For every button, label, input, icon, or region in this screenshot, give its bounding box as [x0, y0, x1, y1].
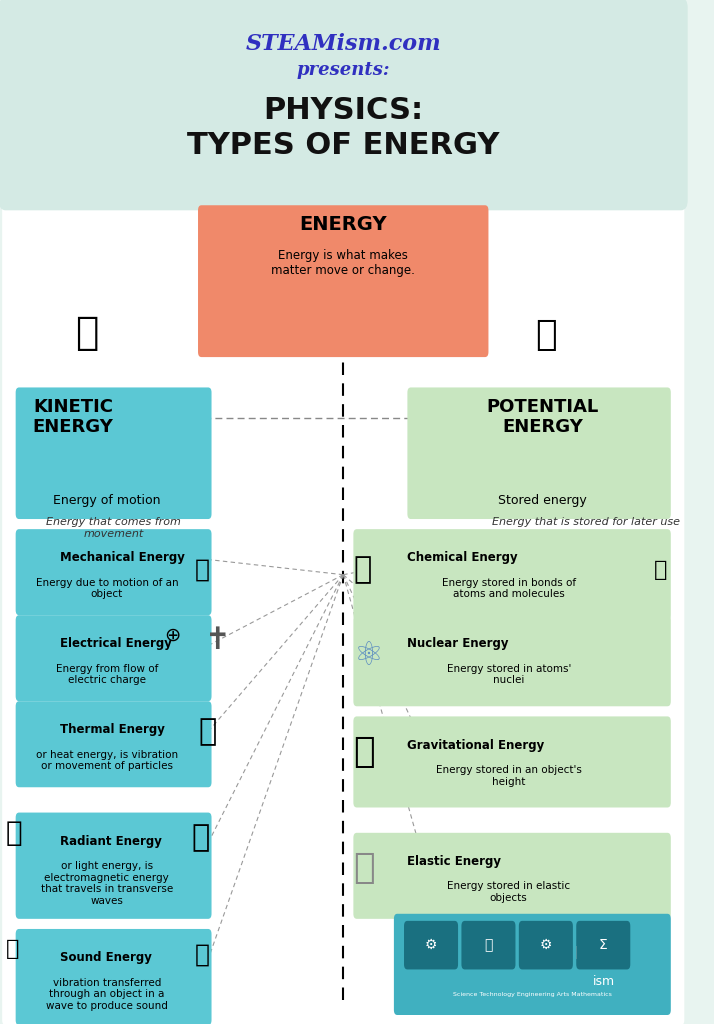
Text: 🏃: 🏃 [75, 314, 99, 352]
Text: presents:: presents: [296, 60, 390, 79]
Ellipse shape [238, 104, 286, 155]
Text: Elastic Energy: Elastic Energy [408, 855, 501, 868]
FancyBboxPatch shape [353, 615, 671, 707]
Text: 🌀: 🌀 [353, 851, 375, 885]
Text: ⊕: ⊕ [164, 626, 181, 645]
Text: Gravitational Energy: Gravitational Energy [408, 738, 545, 752]
FancyBboxPatch shape [16, 387, 211, 519]
Text: Radiant Energy: Radiant Energy [59, 835, 161, 848]
Text: 🐒: 🐒 [353, 735, 375, 769]
FancyBboxPatch shape [461, 921, 516, 970]
Text: Energy that is stored for later use: Energy that is stored for later use [492, 517, 680, 527]
FancyBboxPatch shape [16, 615, 211, 701]
Text: Σ: Σ [599, 938, 608, 952]
Text: 🎵: 🎵 [6, 939, 19, 959]
FancyBboxPatch shape [394, 913, 671, 1015]
Text: 🔥: 🔥 [198, 717, 216, 746]
FancyBboxPatch shape [353, 717, 671, 808]
Text: 🔊: 🔊 [195, 942, 210, 967]
FancyBboxPatch shape [16, 813, 211, 919]
Text: vibration transferred
through an object in a
wave to produce sound: vibration transferred through an object … [46, 978, 168, 1011]
Text: Sound Energy: Sound Energy [59, 951, 151, 965]
Text: TYPES OF ENERGY: TYPES OF ENERGY [187, 131, 499, 161]
Text: or heat energy, is vibration
or movement of particles: or heat energy, is vibration or movement… [36, 750, 178, 771]
Text: 🍎: 🍎 [353, 555, 371, 584]
Text: 🗃: 🗃 [535, 318, 557, 352]
Text: Chemical Energy: Chemical Energy [408, 551, 518, 564]
Text: or light energy, is
electromagnetic energy
that travels in transverse
waves: or light energy, is electromagnetic ener… [41, 861, 173, 906]
Text: 💻: 💻 [484, 938, 493, 952]
Text: 🔋: 🔋 [654, 560, 668, 580]
Text: Energy from flow of
electric charge: Energy from flow of electric charge [56, 664, 158, 685]
FancyBboxPatch shape [576, 921, 630, 970]
Text: Energy is what makes
matter move or change.: Energy is what makes matter move or chan… [271, 249, 415, 276]
Text: Energy stored in atoms'
nuclei: Energy stored in atoms' nuclei [446, 664, 571, 685]
Text: Energy stored in an object's
height: Energy stored in an object's height [436, 765, 582, 786]
Text: Nuclear Energy: Nuclear Energy [408, 638, 509, 650]
Text: Thermal Energy: Thermal Energy [59, 724, 164, 736]
Text: Energy that comes from
movement: Energy that comes from movement [46, 517, 181, 539]
FancyBboxPatch shape [353, 529, 671, 621]
FancyBboxPatch shape [404, 921, 458, 970]
Text: ENERGY: ENERGY [299, 215, 387, 234]
Text: S  T  E  A  M: S T E A M [473, 945, 592, 964]
FancyBboxPatch shape [408, 387, 671, 519]
Text: 💡: 💡 [6, 819, 22, 847]
FancyBboxPatch shape [519, 921, 573, 970]
Text: STEAMism.com: STEAMism.com [246, 33, 441, 55]
FancyBboxPatch shape [0, 0, 688, 210]
Text: 🌞: 🌞 [191, 823, 209, 852]
FancyBboxPatch shape [16, 929, 211, 1024]
Text: Science Technology Engineering Arts Mathematics: Science Technology Engineering Arts Math… [453, 992, 612, 997]
Text: ⚙: ⚙ [425, 938, 437, 952]
Text: Stored energy: Stored energy [498, 494, 587, 507]
FancyBboxPatch shape [16, 529, 211, 615]
Text: Energy stored in bonds of
atoms and molecules: Energy stored in bonds of atoms and mole… [442, 578, 575, 599]
Text: Energy of motion: Energy of motion [53, 494, 161, 507]
Text: ✝: ✝ [205, 626, 231, 655]
Text: POTENTIAL
ENERGY: POTENTIAL ENERGY [486, 397, 598, 436]
Text: Energy stored in elastic
objects: Energy stored in elastic objects [447, 882, 570, 903]
Ellipse shape [26, 28, 94, 110]
Ellipse shape [539, 48, 580, 110]
Text: Mechanical Energy: Mechanical Energy [59, 551, 184, 564]
Text: 🚴: 🚴 [195, 558, 210, 582]
Text: PHYSICS:: PHYSICS: [263, 96, 423, 125]
Text: KINETIC
ENERGY: KINETIC ENERGY [33, 397, 114, 436]
Text: ⚛: ⚛ [353, 639, 383, 672]
FancyBboxPatch shape [16, 701, 211, 787]
Text: ism: ism [593, 975, 615, 988]
Text: Electrical Energy: Electrical Energy [59, 638, 171, 650]
FancyBboxPatch shape [353, 833, 671, 919]
FancyBboxPatch shape [198, 205, 488, 357]
FancyBboxPatch shape [2, 196, 684, 1024]
Text: ⚙: ⚙ [540, 938, 552, 952]
Text: Energy due to motion of an
object: Energy due to motion of an object [36, 578, 178, 599]
Ellipse shape [580, 110, 647, 190]
